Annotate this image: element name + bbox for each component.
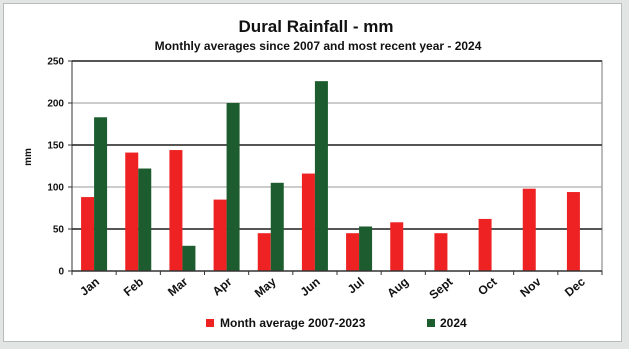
bar-average-apr [213, 199, 227, 271]
bar-average-aug [390, 222, 404, 271]
x-tick-label: Oct [475, 275, 499, 299]
x-tick-label: Sept [426, 275, 455, 302]
x-tick-label: Jul [345, 275, 367, 297]
bar-average-sept [434, 233, 448, 271]
bar-2024-feb [138, 168, 152, 271]
x-tick-label: May [252, 274, 279, 300]
bar-average-jun [301, 173, 315, 271]
bar-average-jan [81, 197, 95, 271]
chart-subtitle: Monthly averages since 2007 and most rec… [155, 39, 482, 53]
x-tick-label: Feb [121, 275, 146, 299]
y-tick-label: 200 [47, 99, 64, 110]
legend-label-average: Month average 2007-2023 [220, 316, 366, 330]
bar-2024-apr [226, 103, 240, 271]
bar-2024-jul [359, 226, 373, 271]
x-tick-label: Nov [517, 274, 544, 300]
x-tick-label: Jan [77, 275, 102, 299]
bar-2024-may [270, 182, 284, 271]
legend-swatch-average [206, 319, 214, 327]
bar-average-may [257, 233, 271, 271]
legend-label-2024: 2024 [440, 316, 467, 330]
bar-average-dec [566, 192, 580, 271]
y-tick-label: 150 [47, 141, 64, 152]
bar-2024-mar [182, 245, 196, 271]
bar-average-jul [346, 233, 360, 271]
plot-area [71, 60, 603, 272]
bar-average-mar [169, 150, 183, 271]
chart-title: Dural Rainfall - mm [239, 17, 394, 36]
y-tick-label: 100 [47, 183, 64, 194]
x-tick-label: Jun [297, 275, 322, 299]
y-tick-label: 250 [47, 57, 64, 68]
bar-2024-jan [94, 117, 108, 271]
y-tick-label: 50 [53, 225, 65, 236]
y-axis-label: mm [23, 148, 34, 166]
legend-swatch-2024 [427, 319, 435, 327]
x-tick-label: Mar [165, 274, 191, 299]
x-tick-label: Apr [210, 274, 235, 298]
x-tick-label: Aug [384, 275, 411, 301]
x-tick-label: Dec [562, 274, 588, 299]
bar-2024-jun [314, 81, 328, 271]
y-tick-label: 0 [58, 267, 64, 278]
bar-average-nov [522, 188, 536, 271]
bar-average-feb [125, 152, 139, 271]
bar-average-oct [478, 218, 492, 271]
